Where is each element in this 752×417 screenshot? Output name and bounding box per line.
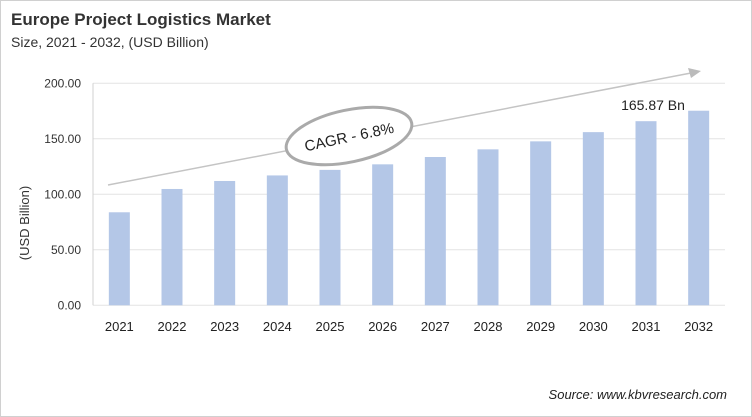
chart-title: Europe Project Logistics Market bbox=[11, 10, 271, 29]
bar-2028 bbox=[477, 149, 499, 306]
bar-2023 bbox=[214, 180, 236, 306]
bar-2026 bbox=[372, 164, 394, 306]
x-tick-label: 2031 bbox=[632, 319, 661, 334]
cagr-ellipse bbox=[284, 105, 414, 167]
x-tick-label: 2029 bbox=[526, 319, 555, 334]
x-tick-label: 2027 bbox=[421, 319, 450, 334]
x-tick-label: 2023 bbox=[210, 319, 239, 334]
bar-2032 bbox=[688, 110, 710, 306]
bar-2021 bbox=[108, 212, 130, 306]
bar-2030 bbox=[582, 132, 604, 306]
x-tick-label: 2026 bbox=[368, 319, 397, 334]
bar-2025 bbox=[319, 169, 341, 306]
source-note: Source: www.kbvresearch.com bbox=[548, 387, 727, 402]
bar-2024 bbox=[266, 175, 288, 306]
bar-2031 bbox=[635, 121, 657, 306]
x-tick-label: 2024 bbox=[263, 319, 292, 334]
x-tick-label: 2025 bbox=[316, 319, 345, 334]
value-label: 165.87 Bn bbox=[621, 97, 685, 113]
bar-2027 bbox=[424, 157, 446, 306]
x-tick-label: 2021 bbox=[105, 319, 134, 334]
y-axis-label: (USD Billion) bbox=[17, 186, 32, 260]
x-tick-label: 2028 bbox=[474, 319, 503, 334]
y-tick-label: 150.00 bbox=[44, 132, 81, 146]
x-tick-label: 2030 bbox=[579, 319, 608, 334]
bar-2029 bbox=[530, 141, 552, 306]
y-tick-label: 0.00 bbox=[58, 298, 82, 312]
y-tick-label: 100.00 bbox=[44, 187, 81, 201]
x-tick-label: 2022 bbox=[158, 319, 187, 334]
y-tick-label: 200.00 bbox=[44, 76, 81, 90]
y-tick-label: 50.00 bbox=[51, 243, 81, 257]
x-tick-label: 2032 bbox=[684, 319, 713, 334]
chart-subtitle: Size, 2021 - 2032, (USD Billion) bbox=[11, 34, 209, 50]
bar-2022 bbox=[161, 188, 183, 306]
arrow-head-icon bbox=[688, 68, 701, 78]
